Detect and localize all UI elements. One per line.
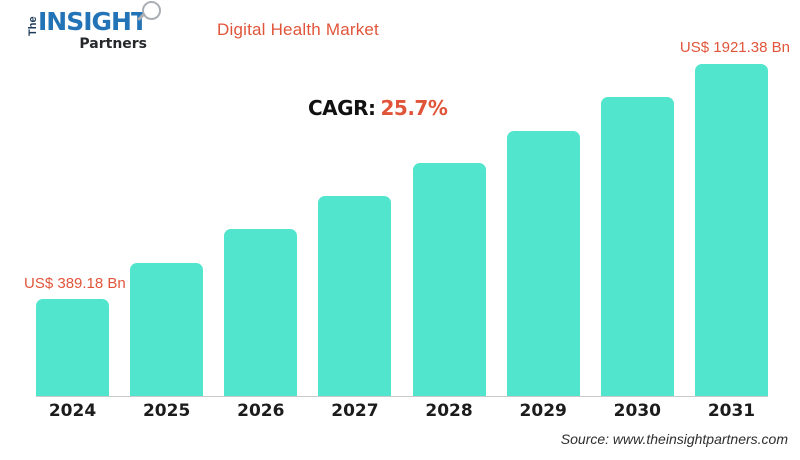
x-tick-2027: 2027 — [331, 401, 379, 421]
logo-partners-text: Partners — [79, 36, 148, 52]
value-label-2031: US$ 1921.38 Bn — [679, 39, 790, 56]
x-tick-2026: 2026 — [237, 401, 285, 421]
logo-the-text: The — [27, 16, 39, 36]
value-label-2024: US$ 389.18 Bn — [24, 275, 126, 292]
x-axis-labels: 2024 2025 2026 2027 2028 2029 2030 2031 — [36, 401, 768, 421]
cagr-annotation: CAGR: 25.7% — [308, 96, 448, 120]
x-tick-2030: 2030 — [613, 401, 661, 421]
x-tick-2025: 2025 — [142, 401, 191, 421]
cagr-label: CAGR: — [308, 96, 376, 120]
source-note: Source: www.theinsightpartners.com — [560, 431, 788, 447]
x-tick-2028: 2028 — [425, 401, 473, 421]
x-tick-2024: 2024 — [48, 401, 97, 421]
bar-2028 — [412, 163, 486, 396]
magnifier-icon — [142, 1, 162, 20]
chart-title: Digital Health Market — [217, 20, 379, 39]
cagr-value: 25.7% — [380, 96, 448, 120]
bar-2024 — [36, 299, 109, 396]
logo-insight-text: INSIGHT — [38, 7, 148, 36]
bar-2025 — [130, 263, 204, 396]
bar-2030 — [600, 97, 674, 396]
bar-2029 — [506, 131, 580, 396]
bar-2026 — [224, 229, 298, 396]
bar-2027 — [318, 196, 392, 396]
x-tick-2029: 2029 — [519, 401, 567, 421]
x-tick-2031: 2031 — [707, 401, 756, 421]
insight-partners-logo: The INSIGHT Partners — [27, 1, 162, 52]
logo-wordmark: INSIGHT Partners — [38, 1, 162, 52]
bar-2031 — [694, 64, 768, 396]
bar-chart-plot-area — [36, 60, 768, 397]
